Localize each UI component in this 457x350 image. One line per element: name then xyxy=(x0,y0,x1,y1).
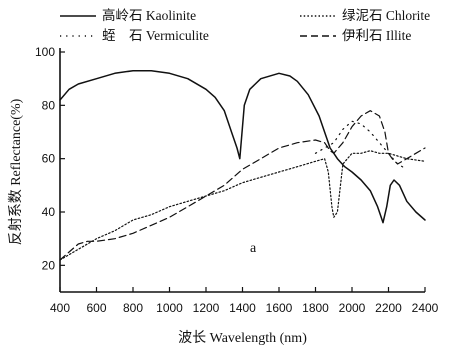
x-tick-label: 1000 xyxy=(156,301,183,315)
x-tick-label: 400 xyxy=(50,301,70,315)
panel-label: a xyxy=(250,241,257,256)
x-tick-label: 1200 xyxy=(193,301,220,315)
y-tick-label: 100 xyxy=(35,45,55,59)
series-line-illite xyxy=(59,110,426,261)
y-tick-label: 40 xyxy=(42,205,56,219)
x-tick-label: 2200 xyxy=(375,301,402,315)
x-tick-label: 2000 xyxy=(339,301,366,315)
x-tick-label: 2400 xyxy=(412,301,439,315)
y-tick-label: 60 xyxy=(42,152,56,166)
x-tick-label: 1400 xyxy=(229,301,256,315)
legend-label: 伊利石 Illite xyxy=(342,28,411,43)
series-line-kaolinite xyxy=(59,69,426,224)
legend: 高岭石 Kaolinite 蛭 石 Vermiculite 绿泥石 Chlorite… xyxy=(60,7,430,43)
y-axis-title: 反射系数 Reflectance(%) xyxy=(8,98,24,245)
plot-axes: 400 600 800 1000 1200 1400 1600 1800 2000 2200 240… xyxy=(35,45,439,315)
legend-label: 蛭 石 Vermiculite xyxy=(102,28,209,43)
y-tick-label: 80 xyxy=(42,98,56,112)
series-layer xyxy=(59,69,426,261)
y-tick-label: 20 xyxy=(42,258,56,272)
legend-label: 高岭石 Kaolinite xyxy=(102,7,196,23)
x-axis-title: 波长 Wavelength (nm) xyxy=(178,330,307,346)
series-line-chlorite xyxy=(59,150,426,261)
x-tick-label: 800 xyxy=(123,301,143,315)
x-tick-label: 1800 xyxy=(302,301,329,315)
x-tick-label: 600 xyxy=(86,301,106,315)
x-tick-label: 1600 xyxy=(266,301,293,315)
legend-label: 绿泥石 Chlorite xyxy=(342,8,430,23)
